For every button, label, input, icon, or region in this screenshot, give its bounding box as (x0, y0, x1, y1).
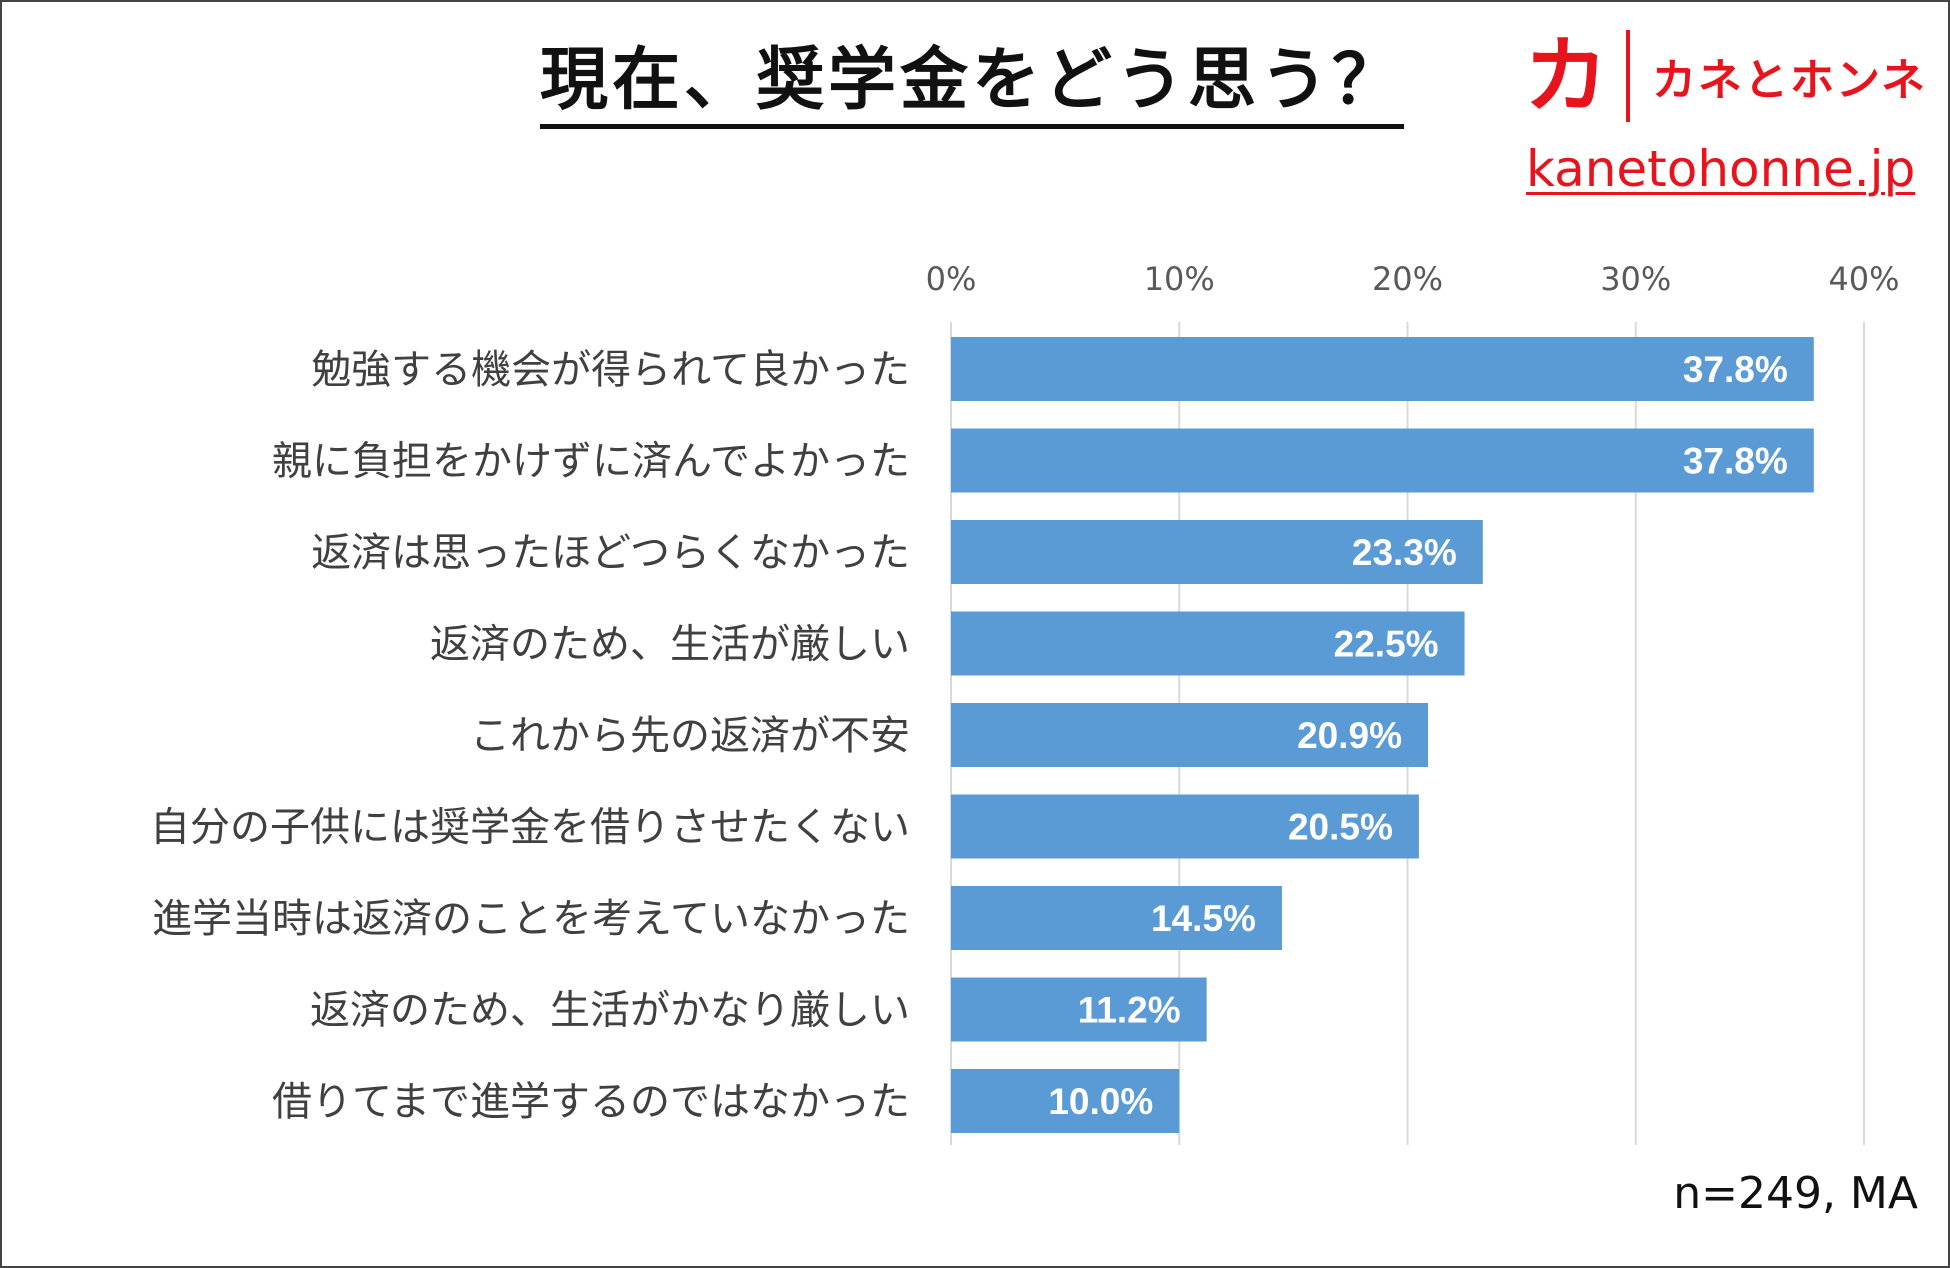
brand-url-link[interactable]: kanetohonne.jp (1526, 140, 1916, 198)
bar (951, 794, 1419, 859)
bar (951, 703, 1429, 767)
sample-size-note: n=249, MA (1673, 1168, 1918, 1219)
bar (951, 520, 1483, 584)
category-label: これから先の返済が不安 (470, 713, 910, 759)
bar (951, 611, 1465, 676)
x-tick-label: 20% (1372, 260, 1443, 298)
category-label: 進学当時は返済のことを考えていなかった (152, 896, 910, 942)
chart-title: 現在、奨学金をどう思う？ (540, 41, 1405, 130)
data-label: 11.2% (1078, 990, 1181, 1031)
category-label: 借りてまで進学するのではなかった (272, 1079, 910, 1125)
brand-divider (1626, 30, 1631, 122)
bar (951, 977, 1207, 1042)
data-label: 22.5% (1334, 624, 1439, 665)
data-label: 20.5% (1288, 807, 1393, 848)
bar (951, 1069, 1180, 1133)
brand-logo[interactable]: カ カネとホンネ (1524, 30, 1927, 122)
data-label: 14.5% (1151, 898, 1256, 939)
bar (951, 886, 1282, 950)
category-label: 自分の子供には奨学金を借りさせたくない (150, 805, 910, 851)
category-label: 返済のため、生活が厳しい (430, 622, 910, 668)
bar (951, 337, 1814, 401)
data-label: 10.0% (1048, 1081, 1153, 1122)
x-tick-label: 0% (926, 260, 977, 298)
bar (951, 428, 1814, 493)
data-label: 37.8% (1683, 349, 1788, 390)
data-label: 20.9% (1297, 715, 1402, 756)
data-label: 37.8% (1683, 441, 1788, 482)
data-label: 23.3% (1352, 532, 1457, 573)
brand-mark: カ (1524, 27, 1609, 125)
category-label: 勉強する機会が得られて良かった (311, 347, 910, 393)
category-label: 返済は思ったほどつらくなかった (311, 530, 910, 576)
brand-name: カネとホンネ (1652, 55, 1928, 106)
x-tick-label: 40% (1828, 260, 1899, 298)
category-label: 親に負担をかけずに済んでよかった (272, 439, 910, 485)
category-label: 返済のため、生活がかなり厳しい (310, 988, 910, 1034)
x-tick-label: 10% (1144, 260, 1215, 298)
x-tick-label: 30% (1600, 260, 1671, 298)
